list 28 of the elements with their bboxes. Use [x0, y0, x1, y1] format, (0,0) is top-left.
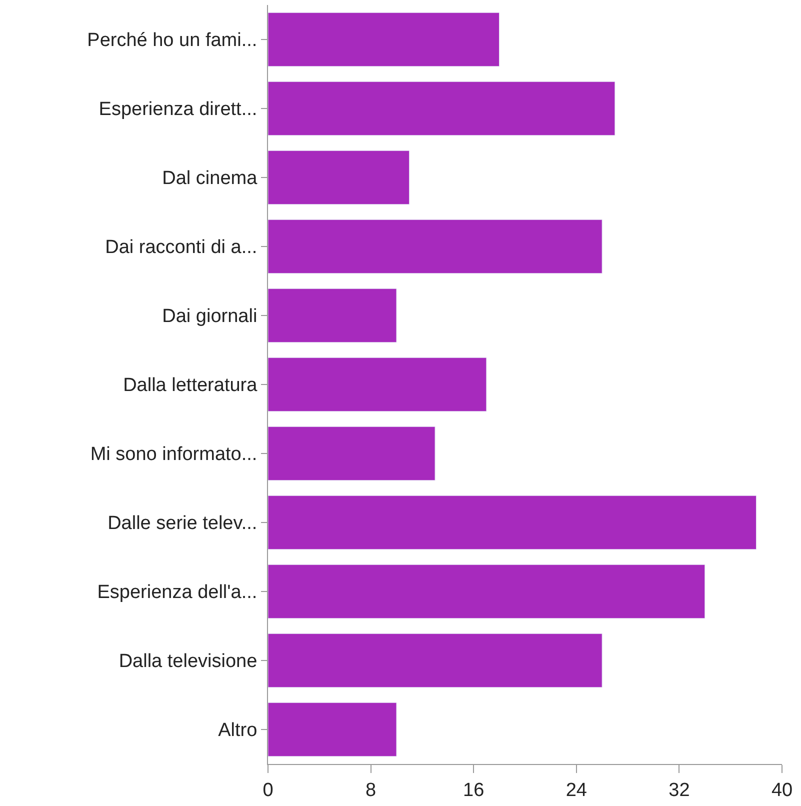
y-tick-label: Dalla televisione: [118, 651, 258, 672]
x-tick-label: 32: [668, 780, 690, 801]
y-tick-label: Dai giornali: [162, 306, 258, 328]
bar: [268, 426, 436, 481]
bar: [268, 702, 397, 757]
y-tick-label: Dal cinema: [162, 168, 258, 190]
x-tick-label: 16: [463, 780, 484, 801]
bar: [268, 633, 602, 688]
y-tick-label: Altro: [218, 720, 258, 742]
bar: [268, 357, 487, 412]
x-tick-label: 8: [366, 780, 376, 801]
bar: [268, 219, 602, 274]
x-tick-label: 40: [771, 780, 793, 801]
y-tick-label: Dai racconti di a...: [105, 237, 258, 258]
y-tick-label: Perché ho un fami...: [87, 30, 258, 52]
bar: [268, 564, 706, 619]
y-tick-label: Esperienza dirett...: [98, 99, 258, 120]
y-tick-label: Esperienza dell'a...: [97, 582, 258, 604]
y-tick-label: Dalle serie telev...: [108, 513, 258, 534]
bar: [268, 12, 500, 67]
bar: [268, 288, 397, 343]
bar: [268, 495, 757, 550]
x-tick-label: 24: [566, 780, 588, 801]
y-tick-label: Dalla letteratura: [123, 375, 258, 396]
y-tick-label: Mi sono informato...: [90, 444, 258, 466]
bar: [268, 81, 616, 136]
bar: [268, 150, 410, 205]
x-tick-label: 0: [262, 780, 274, 801]
